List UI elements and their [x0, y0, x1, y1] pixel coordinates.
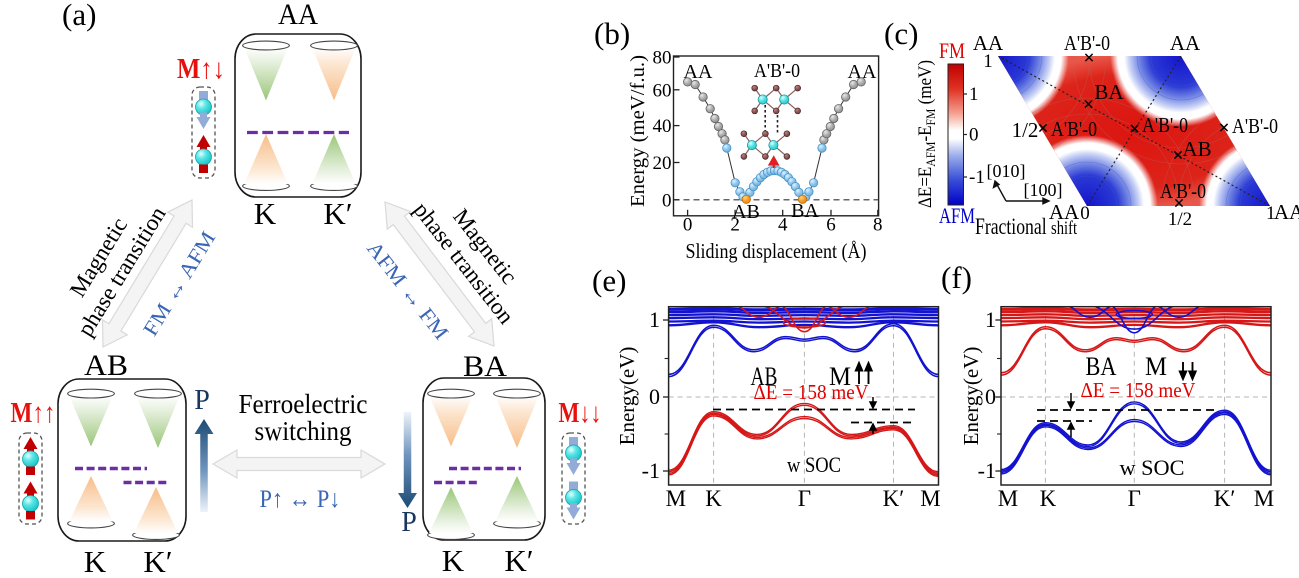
svg-text:M: M — [920, 486, 940, 511]
svg-text:1: 1 — [649, 307, 660, 332]
svg-text:-1: -1 — [978, 458, 996, 483]
svg-text:K: K — [84, 544, 107, 578]
svg-text:switching: switching — [255, 416, 352, 446]
svg-text:-1: -1 — [969, 167, 985, 188]
svg-text:M↑↑: M↑↑ — [11, 398, 56, 429]
svg-text:8: 8 — [873, 214, 883, 235]
svg-text:ΔE=EAFM-EFM (meV): ΔE=EAFM-EFM (meV) — [915, 60, 938, 208]
svg-text:0: 0 — [1080, 203, 1090, 224]
svg-text:Fractional shift: Fractional shift — [975, 214, 1078, 239]
svg-text:60: 60 — [653, 80, 672, 101]
svg-text:FM: FM — [939, 38, 965, 63]
svg-text:BA: BA — [1086, 352, 1117, 381]
svg-text:(f): (f) — [941, 260, 972, 295]
svg-text:K: K — [442, 543, 465, 578]
svg-text:80: 80 — [653, 48, 672, 69]
svg-text:(a): (a) — [62, 0, 96, 32]
svg-text:0: 0 — [969, 125, 979, 146]
svg-text:AA: AA — [1049, 200, 1080, 224]
svg-text:A'B'-0: A'B'-0 — [754, 60, 800, 82]
svg-text:M↓↓: M↓↓ — [559, 398, 602, 429]
svg-text:[010]: [010] — [987, 161, 1026, 181]
svg-text:M: M — [1254, 486, 1274, 511]
svg-text:K′: K′ — [1214, 486, 1236, 511]
svg-text:BA: BA — [1094, 80, 1124, 104]
svg-text:AB: AB — [732, 201, 760, 223]
svg-text:1/2: 1/2 — [1168, 209, 1192, 230]
svg-text:Energy(eV): Energy(eV) — [615, 347, 639, 446]
svg-text:K′: K′ — [323, 196, 352, 231]
svg-text:A'B'-0: A'B'-0 — [1051, 117, 1097, 141]
svg-text:K: K — [1040, 486, 1057, 511]
svg-text:0: 0 — [649, 384, 660, 409]
svg-text:w SOC: w SOC — [1120, 455, 1185, 480]
svg-text:A'B'-0: A'B'-0 — [1160, 179, 1206, 203]
svg-text:A'B'-0: A'B'-0 — [1064, 31, 1110, 55]
svg-text:AB: AB — [751, 362, 778, 391]
svg-text:AA: AA — [1170, 31, 1201, 55]
svg-text:P: P — [401, 507, 417, 538]
svg-text:1/2: 1/2 — [1012, 118, 1039, 142]
svg-text:(e): (e) — [592, 263, 626, 298]
svg-text:20: 20 — [653, 153, 672, 174]
svg-text:AA: AA — [684, 61, 713, 83]
svg-text:0: 0 — [683, 214, 693, 235]
svg-text:1: 1 — [983, 51, 993, 72]
svg-text:AB: AB — [84, 349, 128, 382]
svg-text:1: 1 — [1266, 203, 1276, 224]
svg-text:[100]: [100] — [1024, 180, 1063, 200]
svg-text:AA: AA — [1274, 200, 1299, 224]
svg-text:4: 4 — [778, 214, 788, 235]
svg-text:Energy(eV): Energy(eV) — [959, 347, 983, 446]
svg-text:-1: -1 — [642, 458, 660, 483]
svg-text:2: 2 — [730, 214, 740, 235]
svg-text:6: 6 — [826, 214, 836, 235]
svg-text:AA: AA — [278, 0, 318, 31]
svg-text:AA: AA — [973, 31, 1004, 55]
svg-text:Energy (meV/f.u.): Energy (meV/f.u.) — [627, 55, 649, 207]
svg-text:P: P — [194, 385, 210, 416]
svg-text:Γ: Γ — [798, 486, 811, 511]
svg-text:A'B'-0: A'B'-0 — [1142, 113, 1188, 137]
svg-text:P↑ ↔ P↓: P↑ ↔ P↓ — [260, 486, 341, 513]
svg-text:(b): (b) — [594, 16, 630, 51]
svg-text:0: 0 — [985, 384, 996, 409]
svg-text:w SOC: w SOC — [787, 452, 841, 477]
svg-text:K: K — [254, 196, 277, 231]
svg-text:AB: AB — [1182, 137, 1211, 161]
svg-text:A'B'-0: A'B'-0 — [1232, 114, 1278, 138]
svg-text:Ferroelectric: Ferroelectric — [239, 389, 368, 419]
svg-text:AA: AA — [848, 61, 877, 83]
svg-text:AFM: AFM — [939, 203, 975, 228]
svg-text:K: K — [705, 486, 722, 511]
svg-text:1: 1 — [985, 307, 996, 332]
svg-text:BA: BA — [791, 200, 819, 222]
svg-text:Γ: Γ — [1128, 486, 1141, 511]
svg-text:1: 1 — [969, 84, 979, 105]
svg-text:M: M — [829, 362, 851, 391]
svg-text:K′: K′ — [504, 543, 533, 578]
svg-text:M: M — [998, 486, 1018, 511]
svg-text:ΔE = 158 meV: ΔE = 158 meV — [754, 380, 869, 404]
svg-text:M: M — [1145, 352, 1167, 381]
svg-text:M: M — [666, 486, 686, 511]
svg-text:Sliding displacement (Å): Sliding displacement (Å) — [686, 239, 867, 263]
svg-text:K′: K′ — [883, 486, 905, 511]
svg-text:0: 0 — [662, 190, 672, 211]
svg-text:40: 40 — [653, 116, 672, 137]
svg-text:M↑↓: M↑↓ — [177, 54, 225, 85]
svg-text:ΔE = 158 meV: ΔE = 158 meV — [1081, 378, 1196, 402]
svg-text:K′: K′ — [143, 544, 172, 578]
svg-text:(c): (c) — [884, 16, 918, 51]
